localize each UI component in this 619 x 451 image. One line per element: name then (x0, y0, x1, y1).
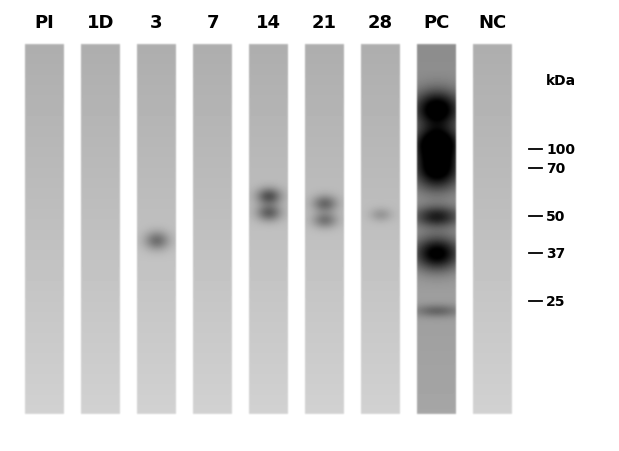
Text: 37: 37 (546, 247, 565, 261)
Text: 7: 7 (206, 14, 219, 32)
Text: PC: PC (423, 14, 449, 32)
Text: 21: 21 (312, 14, 337, 32)
Text: 14: 14 (256, 14, 281, 32)
Text: kDa: kDa (546, 74, 576, 88)
Text: 50: 50 (546, 210, 565, 224)
Text: 25: 25 (546, 295, 566, 308)
Text: NC: NC (478, 14, 506, 32)
Text: 1D: 1D (87, 14, 115, 32)
Text: 100: 100 (546, 143, 575, 157)
Text: PI: PI (35, 14, 54, 32)
Text: 3: 3 (150, 14, 163, 32)
Text: 28: 28 (368, 14, 393, 32)
Text: 70: 70 (546, 161, 565, 175)
